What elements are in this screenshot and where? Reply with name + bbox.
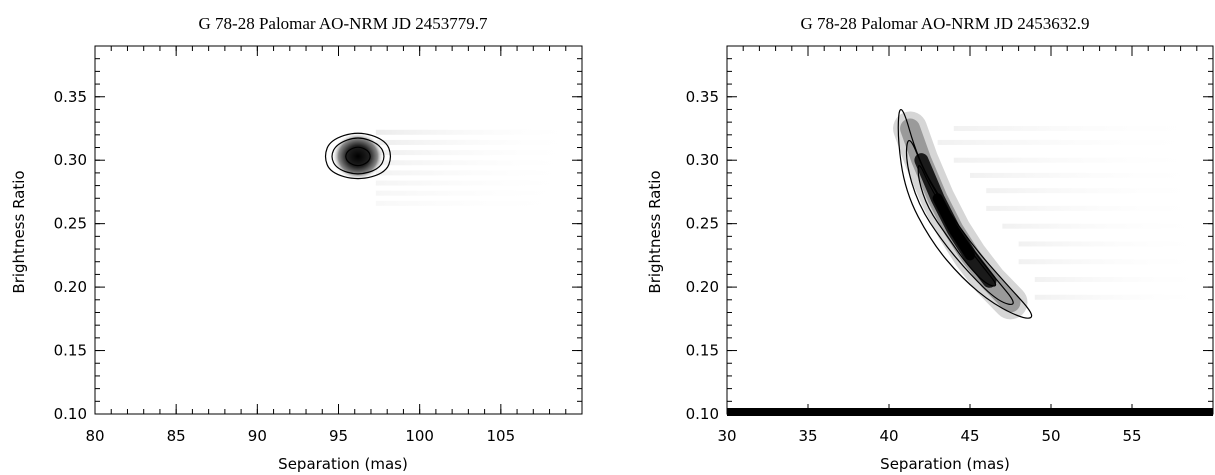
- y-axis-label: Brightness Ratio: [646, 170, 664, 293]
- x-tick-label: 80: [85, 427, 104, 445]
- density-streak: [970, 172, 1213, 178]
- x-tick-label: 105: [487, 427, 516, 445]
- y-tick-label: 0.30: [54, 151, 87, 169]
- y-tick-label: 0.10: [686, 405, 719, 423]
- plot-area: [893, 108, 1213, 320]
- x-axis-label: Separation (mas): [880, 455, 1010, 473]
- x-tick-label: 40: [879, 427, 898, 445]
- density-peak: [331, 132, 384, 181]
- density-streak: [375, 180, 582, 186]
- y-tick-label: 0.35: [54, 88, 87, 106]
- x-tick-label: 95: [329, 427, 348, 445]
- density-streak: [1034, 276, 1213, 282]
- chart-title: G 78-28 Palomar AO-NRM JD 2453779.7: [199, 14, 488, 33]
- density-streak: [375, 139, 582, 145]
- x-tick-label: 85: [167, 427, 186, 445]
- x-tick-label: 50: [1041, 427, 1060, 445]
- density-streak: [937, 139, 1213, 145]
- x-tick-label: 55: [1122, 427, 1141, 445]
- contour-outer: [897, 108, 1033, 319]
- chart-right: G 78-28 Palomar AO-NRM JD 2453632.9 Sepa…: [646, 14, 1214, 473]
- y-tick-label: 0.15: [686, 342, 719, 360]
- x-tick-label: 35: [798, 427, 817, 445]
- x-tick-label: 45: [960, 427, 979, 445]
- contour-inner: [345, 146, 371, 167]
- y-tick-label: 0.25: [54, 215, 87, 233]
- chart-title: G 78-28 Palomar AO-NRM JD 2453632.9: [801, 14, 1090, 33]
- y-axis-label: Brightness Ratio: [10, 170, 28, 293]
- chart-panel-left: G 78-28 Palomar AO-NRM JD 2453779.7 Sepa…: [10, 14, 583, 473]
- y-tick-label: 0.20: [54, 278, 87, 296]
- density-streak: [375, 170, 582, 176]
- density-streak: [375, 190, 582, 196]
- y-tick-label: 0.20: [686, 278, 719, 296]
- contour-outer: [324, 132, 392, 180]
- density-streak: [1018, 241, 1213, 247]
- x-axis-label: Separation (mas): [278, 455, 408, 473]
- y-tick-label: 0.15: [54, 342, 87, 360]
- density-streak: [953, 157, 1213, 163]
- plot-frame: [94, 45, 583, 415]
- density-streak: [986, 205, 1213, 211]
- y-tick-label: 0.10: [54, 405, 87, 423]
- chart-panel-right: G 78-28 Palomar AO-NRM JD 2453632.9 Sepa…: [608, 0, 1215, 475]
- contour-inner: [917, 165, 997, 287]
- plot-area: [324, 129, 582, 206]
- x-tick-label: 100: [405, 427, 434, 445]
- density-streak: [1002, 223, 1213, 229]
- density-streak: [375, 150, 582, 156]
- density-streak: [375, 160, 582, 166]
- x-tick-label: 90: [248, 427, 267, 445]
- density-streak: [1018, 259, 1213, 265]
- density-streak: [953, 125, 1213, 131]
- density-streak: [375, 200, 582, 206]
- contour-middle: [905, 139, 1014, 306]
- density-streak: [375, 129, 582, 135]
- density-streak: [986, 188, 1213, 194]
- chart-left: G 78-28 Palomar AO-NRM JD 2453779.7 Sepa…: [10, 14, 583, 473]
- x-tick-label: 30: [717, 427, 736, 445]
- contour-middle: [331, 137, 385, 175]
- density-streak: [1034, 294, 1213, 300]
- y-tick-label: 0.35: [686, 88, 719, 106]
- y-tick-label: 0.25: [686, 215, 719, 233]
- y-tick-label: 0.30: [686, 151, 719, 169]
